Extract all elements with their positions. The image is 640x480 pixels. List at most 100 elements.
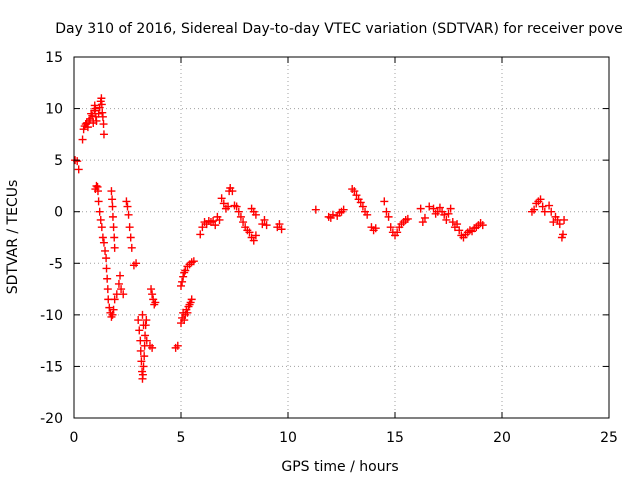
data-point [258,220,267,229]
x-axis-label: GPS time / hours [281,459,398,475]
data-point [558,230,567,239]
data-point [142,316,151,325]
data-point [73,157,82,166]
data-point [416,204,425,213]
data-point [91,104,100,113]
x-tick-label: 20 [493,430,511,446]
data-point [92,116,101,125]
data-point [109,223,118,232]
x-tick-label: 10 [279,430,297,446]
data-point [123,202,132,211]
y-tick-label: -5 [49,256,63,272]
data-point [117,285,126,294]
data-point [83,123,92,132]
data-point [126,233,135,242]
data-point [140,352,149,361]
data-point [108,212,117,221]
data-point [339,205,348,214]
data-point [119,290,128,299]
data-point [97,100,106,109]
data-point [234,207,243,216]
data-point [88,111,97,120]
data-point [179,272,188,281]
data-point [109,305,118,314]
data-point [328,210,337,219]
data-point [536,195,545,204]
data-point [110,295,119,304]
data-point [138,310,147,319]
data-point [251,210,260,219]
data-point [239,218,248,227]
data-point [136,346,145,355]
data-point [110,243,119,252]
data-point [177,281,185,290]
data-point [393,228,402,237]
data-point [262,221,271,230]
data-point [446,204,455,213]
data-point [530,205,539,214]
data-point [139,362,148,371]
data-point [455,226,464,235]
data-point [260,215,269,224]
data-point [124,210,133,219]
data-point [181,266,190,275]
data-point [352,191,361,200]
data-point [102,254,111,263]
data-point [440,210,449,219]
data-point [196,230,205,239]
data-point [382,207,391,216]
data-point [545,201,554,210]
data-point [560,215,569,224]
data-point [78,135,87,144]
y-tick-label: 15 [45,50,63,66]
data-point [363,210,372,219]
data-point [555,220,564,229]
data-point [249,236,258,245]
data-point [105,303,114,312]
data-point [245,228,254,237]
y-tick-label: 0 [54,205,63,221]
data-point [429,204,438,213]
data-point [425,202,434,211]
data-point [275,220,284,229]
y-tick-label: -15 [40,359,63,375]
data-point [99,130,108,139]
data-point [219,199,228,208]
plot-frame [73,56,610,419]
x-tick-label: 5 [177,430,186,446]
data-point [215,215,224,224]
data-point [103,274,112,283]
data-point [371,224,380,233]
data-point [350,187,359,196]
data-point [98,112,107,121]
data-point [103,285,112,294]
data-point [173,341,182,350]
data-point [116,271,125,280]
data-point [448,218,457,227]
data-point [549,218,558,227]
data-point [403,214,412,223]
data-point [132,259,141,268]
data-point [147,285,156,294]
data-point [97,223,106,232]
data-point [236,212,245,221]
data-point [94,197,103,206]
data-point [92,181,101,190]
data-point [148,290,157,299]
y-tick-labels: -20 -15 -10 -5 0 5 10 15 [40,50,63,427]
data-point [228,187,237,196]
data-point [211,221,220,230]
data-point [358,202,367,211]
data-point [99,238,108,247]
y-axis-label: SDTVAR / TECUs [5,180,21,295]
data-point [139,321,148,330]
data-point [102,264,111,273]
data-point [108,195,117,204]
data-point [435,203,444,212]
x-tick-label: 15 [386,430,404,446]
data-point [547,207,556,216]
data-point [142,336,151,345]
axis-ticks [73,56,610,419]
